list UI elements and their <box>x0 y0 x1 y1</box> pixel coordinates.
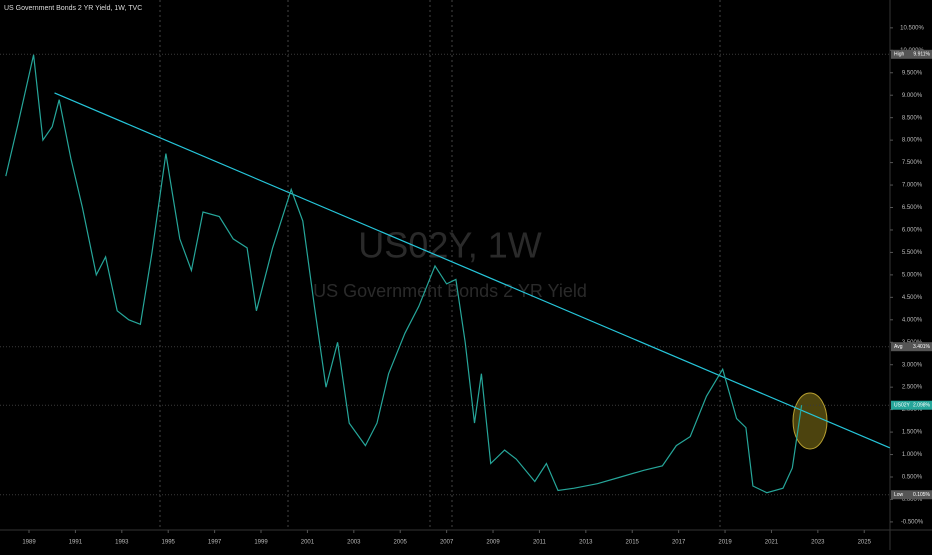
y-tick-label: 8.500% <box>902 115 923 121</box>
y-tick-label: 5.000% <box>902 272 923 278</box>
watermark: US02Y, 1W <box>358 225 541 266</box>
y-tick-label: -0.500% <box>901 519 924 525</box>
x-tick-label: 1991 <box>69 540 83 546</box>
x-tick-label: 1999 <box>254 540 268 546</box>
y-tick-label: 4.000% <box>902 317 923 323</box>
price-label-value: 9.911% <box>913 52 930 58</box>
y-tick-label: 10.500% <box>900 25 924 31</box>
y-tick-label: 1.500% <box>902 430 923 436</box>
price-label-name: Avg <box>894 344 903 350</box>
x-tick-label: 2025 <box>858 540 872 546</box>
price-label-name: US02Y <box>894 403 911 409</box>
chart-title: US Government Bonds 2 YR Yield, 1W, TVC <box>4 5 142 12</box>
x-tick-label: 2003 <box>347 540 361 546</box>
y-tick-label: 2.000% <box>902 407 923 413</box>
y-tick-label: 6.000% <box>902 228 923 234</box>
y-tick-label: 7.000% <box>902 183 923 189</box>
y-tick-label: 8.000% <box>902 138 923 144</box>
x-tick-label: 2009 <box>486 540 500 546</box>
x-tick-label: 2017 <box>672 540 686 546</box>
x-tick-label: 2011 <box>533 540 547 546</box>
y-tick-label: 5.500% <box>902 250 923 256</box>
x-tick-label: 1989 <box>22 540 36 546</box>
price-label-box <box>891 49 932 59</box>
y-tick-label: 0.500% <box>902 475 923 481</box>
price-label-name: High <box>894 52 905 58</box>
y-tick-label: 4.500% <box>902 295 923 301</box>
x-tick-label: 2005 <box>394 540 408 546</box>
y-tick-label: 1.000% <box>902 452 923 458</box>
x-tick-label: 2023 <box>811 540 825 546</box>
y-tick-label: 7.500% <box>902 160 923 166</box>
y-tick-label: 3.000% <box>902 362 923 368</box>
y-tick-label: 0.000% <box>902 497 923 503</box>
trendline <box>54 92 891 449</box>
price-label-box <box>891 490 932 500</box>
price-line-series <box>5 54 803 494</box>
price-label-name: Low <box>894 492 904 498</box>
price-label-value: 3.401% <box>913 344 931 350</box>
x-tick-label: 1993 <box>115 540 129 546</box>
x-tick-label: 1997 <box>208 540 222 546</box>
price-label-value: 2.098% <box>913 403 931 409</box>
x-tick-label: 2007 <box>440 540 454 546</box>
session-markers <box>159 0 721 530</box>
price-label-box <box>891 342 932 352</box>
x-tick-label: 2013 <box>579 540 593 546</box>
watermark-subtitle: US Government Bonds 2 YR Yield <box>313 281 587 301</box>
x-tick-label: 2019 <box>718 540 732 546</box>
x-tick-label: 2015 <box>626 540 640 546</box>
x-tick-label: 2021 <box>765 540 779 546</box>
price-label-value: 0.105% <box>913 492 931 498</box>
highlight-ellipse <box>792 392 828 450</box>
y-tick-label: 9.000% <box>902 93 923 99</box>
x-tick-label: 1995 <box>162 540 176 546</box>
x-tick-label: 2001 <box>301 540 315 546</box>
price-label-box <box>891 400 932 410</box>
y-tick-label: 2.500% <box>902 385 923 391</box>
y-tick-label: 9.500% <box>902 70 923 76</box>
y-tick-label: 6.500% <box>902 205 923 211</box>
